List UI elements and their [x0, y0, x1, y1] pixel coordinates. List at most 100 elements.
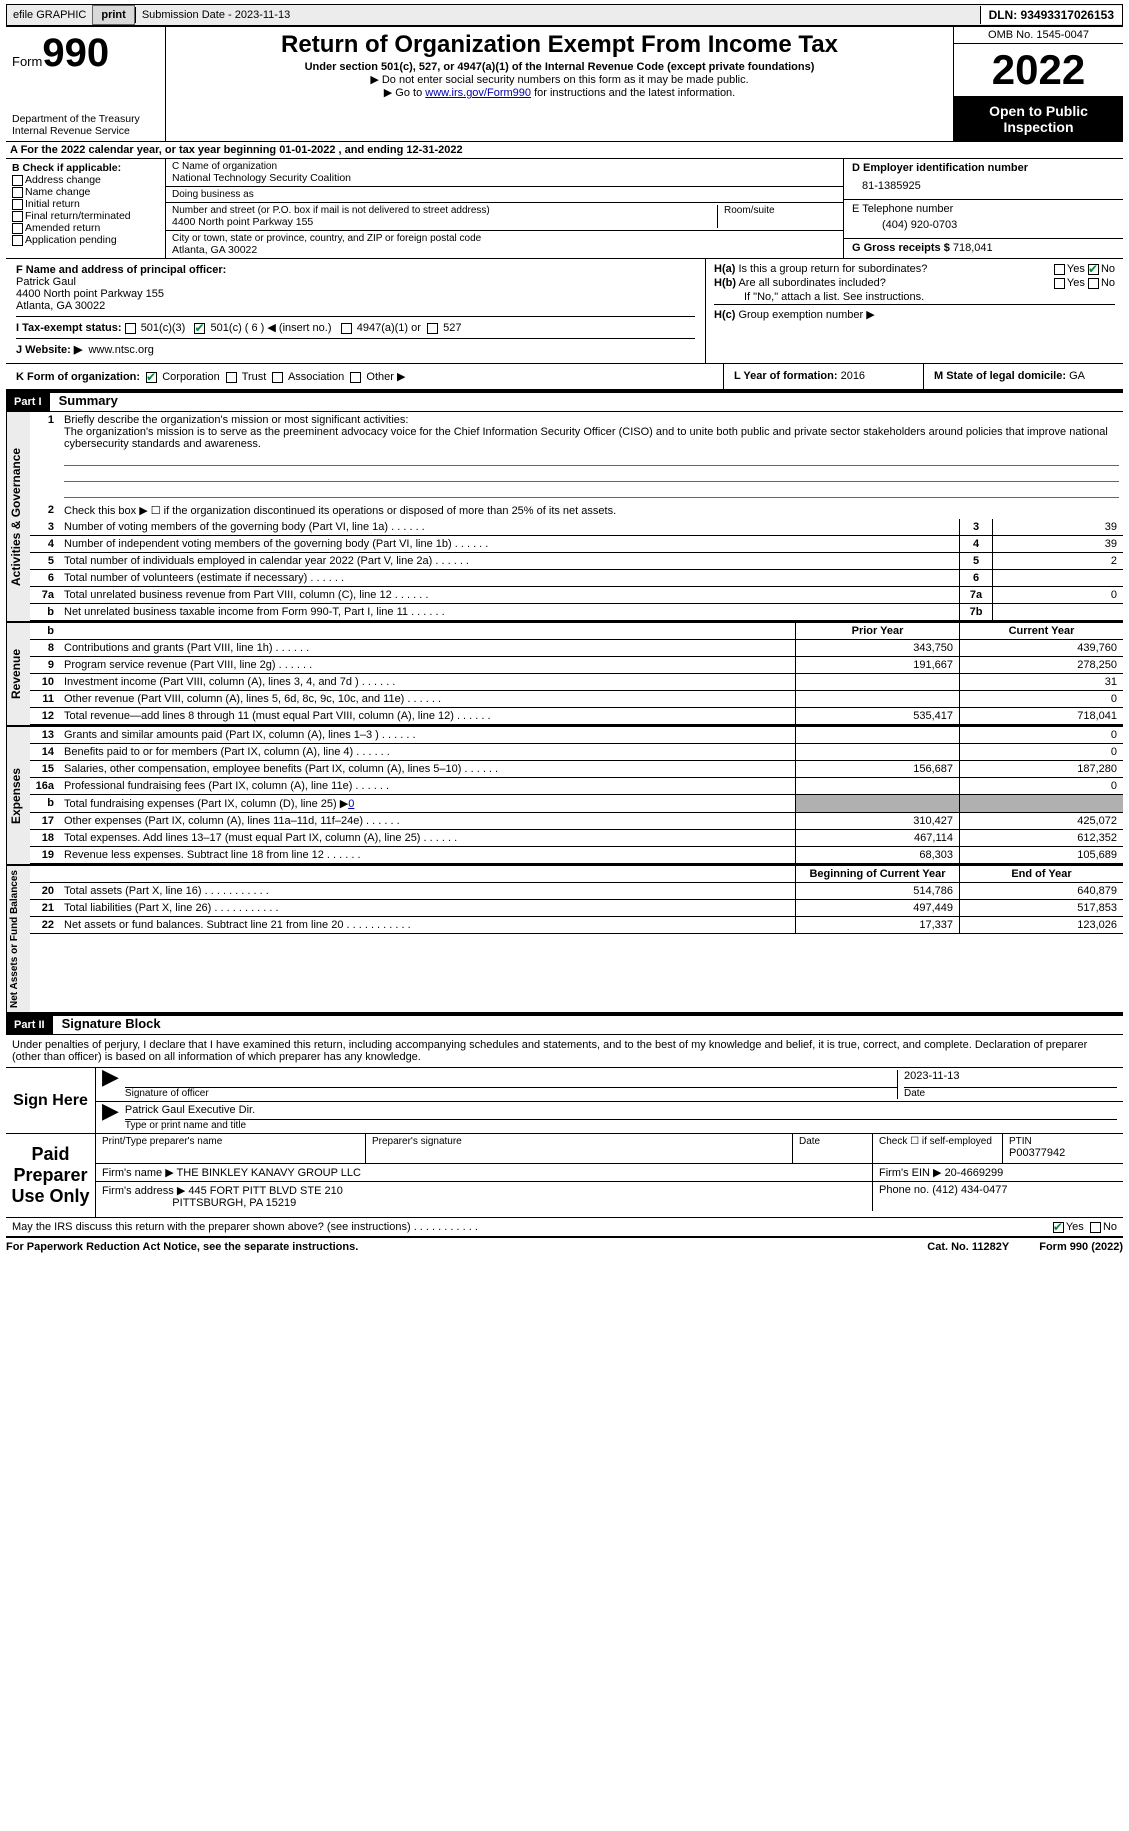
ha-no[interactable] — [1088, 264, 1099, 275]
f-left: F Name and address of principal officer:… — [6, 259, 706, 363]
firm-addr-label: Firm's address ▶ — [102, 1185, 185, 1197]
k-label: K Form of organization: — [16, 371, 140, 383]
part2-bar: Part II — [6, 1016, 53, 1034]
print-button[interactable]: print — [92, 5, 134, 25]
chk-initial[interactable]: Initial return — [12, 198, 159, 210]
prep-check[interactable]: Check ☐ if self-employed — [873, 1134, 1003, 1163]
expense-row: 19Revenue less expenses. Subtract line 1… — [30, 847, 1123, 864]
discuss-row: May the IRS discuss this return with the… — [6, 1217, 1123, 1236]
phone-label: E Telephone number — [852, 203, 1115, 215]
discuss-yes[interactable] — [1053, 1222, 1064, 1233]
officer-addr1: 4400 North point Parkway 155 — [16, 288, 164, 300]
form-subtitle-1: Under section 501(c), 527, or 4947(a)(1)… — [172, 61, 947, 73]
submission-date: Submission Date - 2023-11-13 — [135, 7, 296, 23]
k-assoc[interactable] — [272, 372, 283, 383]
ein-label: D Employer identification number — [852, 162, 1115, 174]
form-title: Return of Organization Exempt From Incom… — [172, 31, 947, 59]
h-section: H(a) Is this a group return for subordin… — [706, 259, 1123, 363]
footer-center: Cat. No. 11282Y — [897, 1241, 1039, 1253]
chk-501c3[interactable] — [125, 323, 136, 334]
instructions-link[interactable]: www.irs.gov/Form990 — [425, 87, 531, 99]
expenses-section: Expenses 13Grants and similar amounts pa… — [6, 727, 1123, 866]
part1-bar: Part I — [6, 393, 50, 411]
expense-row: bTotal fundraising expenses (Part IX, co… — [30, 795, 1123, 813]
revenue-section: Revenue b Prior Year Current Year 8Contr… — [6, 623, 1123, 727]
vert-na: Net Assets or Fund Balances — [6, 866, 30, 1012]
dept-label: Department of the Treasury Internal Reve… — [12, 113, 159, 137]
chk-527[interactable] — [427, 323, 438, 334]
date-label: Date — [904, 1088, 1117, 1099]
firm-addr2: PITTSBURGH, PA 15219 — [172, 1197, 296, 1209]
expense-row: 17Other expenses (Part IX, column (A), l… — [30, 813, 1123, 830]
chk-amended[interactable]: Amended return — [12, 222, 159, 234]
l1-pre: Briefly describe the organization's miss… — [64, 414, 408, 426]
hb-no[interactable] — [1088, 278, 1099, 289]
firm-name: THE BINKLEY KANAVY GROUP LLC — [177, 1167, 361, 1179]
revenue-row: 10Investment income (Part VIII, column (… — [30, 674, 1123, 691]
ag-row: 5Total number of individuals employed in… — [30, 553, 1123, 570]
l2: Check this box ▶ ☐ if the organization d… — [60, 502, 1123, 519]
expense-row: 13Grants and similar amounts paid (Part … — [30, 727, 1123, 744]
part2-header: Part II Signature Block — [6, 1014, 1123, 1035]
head-eoy: End of Year — [959, 866, 1123, 882]
dba-label: Doing business as — [172, 189, 837, 200]
sig-disclaimer: Under penalties of perjury, I declare th… — [6, 1035, 1123, 1067]
k-other[interactable] — [350, 372, 361, 383]
gross-receipts: 718,041 — [953, 242, 993, 254]
ag-row: 4Number of independent voting members of… — [30, 536, 1123, 553]
street: 4400 North point Parkway 155 — [172, 216, 717, 228]
vert-ag: Activities & Governance — [6, 412, 30, 621]
activities-governance: Activities & Governance 1 Briefly descri… — [6, 412, 1123, 623]
ag-row: 3Number of voting members of the governi… — [30, 519, 1123, 536]
line-a: A For the 2022 calendar year, or tax yea… — [6, 142, 1123, 159]
chk-application[interactable]: Application pending — [12, 234, 159, 246]
hb-yes[interactable] — [1054, 278, 1065, 289]
head-cy: Current Year — [959, 623, 1123, 639]
tax-year: 2022 — [954, 44, 1123, 97]
form-header: Form990 Department of the Treasury Inter… — [6, 26, 1123, 142]
footer-right: Form 990 (2022) — [1039, 1241, 1123, 1253]
form-number: Form990 — [12, 31, 159, 76]
l-val: 2016 — [841, 370, 865, 382]
org-info: C Name of organization National Technolo… — [166, 159, 843, 258]
m-label: M State of legal domicile: — [934, 370, 1066, 382]
prep-sig-label: Preparer's signature — [372, 1136, 786, 1147]
k-corp[interactable] — [146, 372, 157, 383]
sig-name: Patrick Gaul Executive Dir. — [125, 1104, 1117, 1120]
footer-left: For Paperwork Reduction Act Notice, see … — [6, 1241, 897, 1253]
open-to-public: Open to Public Inspection — [954, 97, 1123, 141]
expense-row: 16aProfessional fundraising fees (Part I… — [30, 778, 1123, 795]
part1-header: Part I Summary — [6, 391, 1123, 412]
chk-4947[interactable] — [341, 323, 352, 334]
city: Atlanta, GA 30022 — [172, 244, 837, 256]
l-label: L Year of formation: — [734, 370, 838, 382]
prep-name-label: Print/Type preparer's name — [102, 1136, 359, 1147]
expense-row: 14Benefits paid to or for members (Part … — [30, 744, 1123, 761]
ag-row: bNet unrelated business taxable income f… — [30, 604, 1123, 621]
sig-name-label: Type or print name and title — [125, 1120, 1117, 1131]
discuss-no[interactable] — [1090, 1222, 1101, 1233]
header-center: Return of Organization Exempt From Incom… — [166, 27, 953, 141]
check-if-applicable: B Check if applicable: Address change Na… — [6, 159, 166, 258]
firm-ein: 20-4669299 — [945, 1167, 1004, 1179]
header-right: OMB No. 1545-0047 2022 Open to Public In… — [953, 27, 1123, 141]
revenue-row: 8Contributions and grants (Part VIII, li… — [30, 640, 1123, 657]
topbar: efile GRAPHIC print Submission Date - 20… — [6, 4, 1123, 26]
vert-exp: Expenses — [6, 727, 30, 864]
section-klm: K Form of organization: Corporation Trus… — [6, 364, 1123, 391]
chk-name[interactable]: Name change — [12, 186, 159, 198]
chk-final[interactable]: Final return/terminated — [12, 210, 159, 222]
room-label: Room/suite — [724, 205, 837, 216]
chk-address[interactable]: Address change — [12, 174, 159, 186]
revenue-row: 11Other revenue (Part VIII, column (A), … — [30, 691, 1123, 708]
sign-here-block: Sign Here ▶ Signature of officer 2023-11… — [6, 1067, 1123, 1133]
sig-officer-label: Signature of officer — [125, 1088, 897, 1099]
paid-preparer: Paid Preparer Use Only — [6, 1134, 96, 1217]
ptin-label: PTIN — [1009, 1136, 1117, 1147]
k-trust[interactable] — [226, 372, 237, 383]
chk-501c[interactable] — [194, 323, 205, 334]
website: www.ntsc.org — [88, 344, 153, 356]
netassets-row: 20Total assets (Part X, line 16)514,7866… — [30, 883, 1123, 900]
hb-note: If "No," attach a list. See instructions… — [714, 291, 1115, 303]
ha-yes[interactable] — [1054, 264, 1065, 275]
